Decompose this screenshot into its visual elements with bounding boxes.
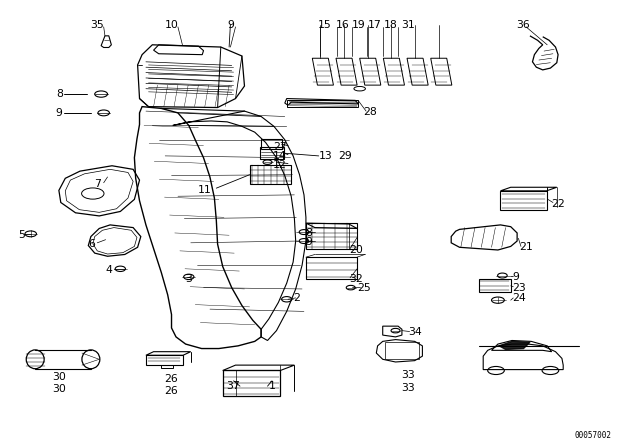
Text: 32: 32 — [349, 274, 362, 284]
Polygon shape — [499, 341, 530, 349]
Text: 9: 9 — [512, 272, 519, 282]
Text: 00057002: 00057002 — [574, 431, 611, 440]
Text: 28: 28 — [364, 107, 377, 117]
Text: 24: 24 — [512, 293, 525, 303]
Text: 36: 36 — [516, 20, 531, 30]
Bar — [250, 165, 291, 184]
Text: 9: 9 — [305, 237, 312, 247]
Bar — [306, 257, 357, 279]
Text: 20: 20 — [349, 245, 363, 255]
Bar — [385, 342, 419, 359]
Text: 5: 5 — [18, 230, 25, 240]
Text: 9: 9 — [56, 108, 63, 118]
Text: 21: 21 — [520, 242, 533, 252]
Text: 37: 37 — [227, 381, 240, 391]
Text: 8: 8 — [305, 228, 312, 238]
Text: 6: 6 — [88, 239, 95, 249]
Text: 3: 3 — [186, 274, 193, 284]
Text: 12: 12 — [273, 160, 287, 170]
Text: 16: 16 — [335, 20, 349, 30]
Text: 30: 30 — [52, 384, 66, 394]
Text: 9: 9 — [227, 20, 234, 30]
Bar — [261, 139, 282, 149]
Text: 26: 26 — [164, 386, 179, 396]
Text: 8: 8 — [56, 89, 63, 99]
Text: 25: 25 — [357, 283, 371, 293]
Text: 1: 1 — [269, 381, 276, 391]
Text: 19: 19 — [351, 20, 365, 30]
Text: 4: 4 — [105, 265, 112, 275]
Bar — [161, 365, 173, 368]
Bar — [146, 355, 183, 365]
Text: 17: 17 — [367, 20, 381, 30]
Text: 2: 2 — [293, 293, 300, 303]
Bar — [306, 223, 357, 249]
Text: 15: 15 — [318, 20, 332, 30]
Text: 30: 30 — [52, 372, 66, 382]
Text: 18: 18 — [383, 20, 397, 30]
Text: 26: 26 — [164, 374, 179, 383]
Text: 14: 14 — [273, 151, 287, 161]
Text: 31: 31 — [401, 20, 415, 30]
Text: 29: 29 — [338, 151, 351, 161]
Text: 27: 27 — [273, 142, 287, 152]
Text: 33: 33 — [401, 383, 415, 392]
Bar — [500, 191, 547, 210]
Text: 33: 33 — [401, 370, 415, 380]
Text: 10: 10 — [164, 20, 179, 30]
Bar — [479, 279, 511, 292]
Bar — [223, 370, 280, 396]
Text: 13: 13 — [319, 151, 332, 161]
Text: 7: 7 — [94, 179, 101, 189]
Text: 22: 22 — [552, 199, 565, 209]
Bar — [260, 147, 284, 159]
Bar — [287, 100, 358, 107]
Text: 35: 35 — [90, 20, 104, 30]
Text: 23: 23 — [512, 283, 525, 293]
Text: 34: 34 — [408, 327, 422, 337]
Text: 11: 11 — [198, 185, 211, 195]
